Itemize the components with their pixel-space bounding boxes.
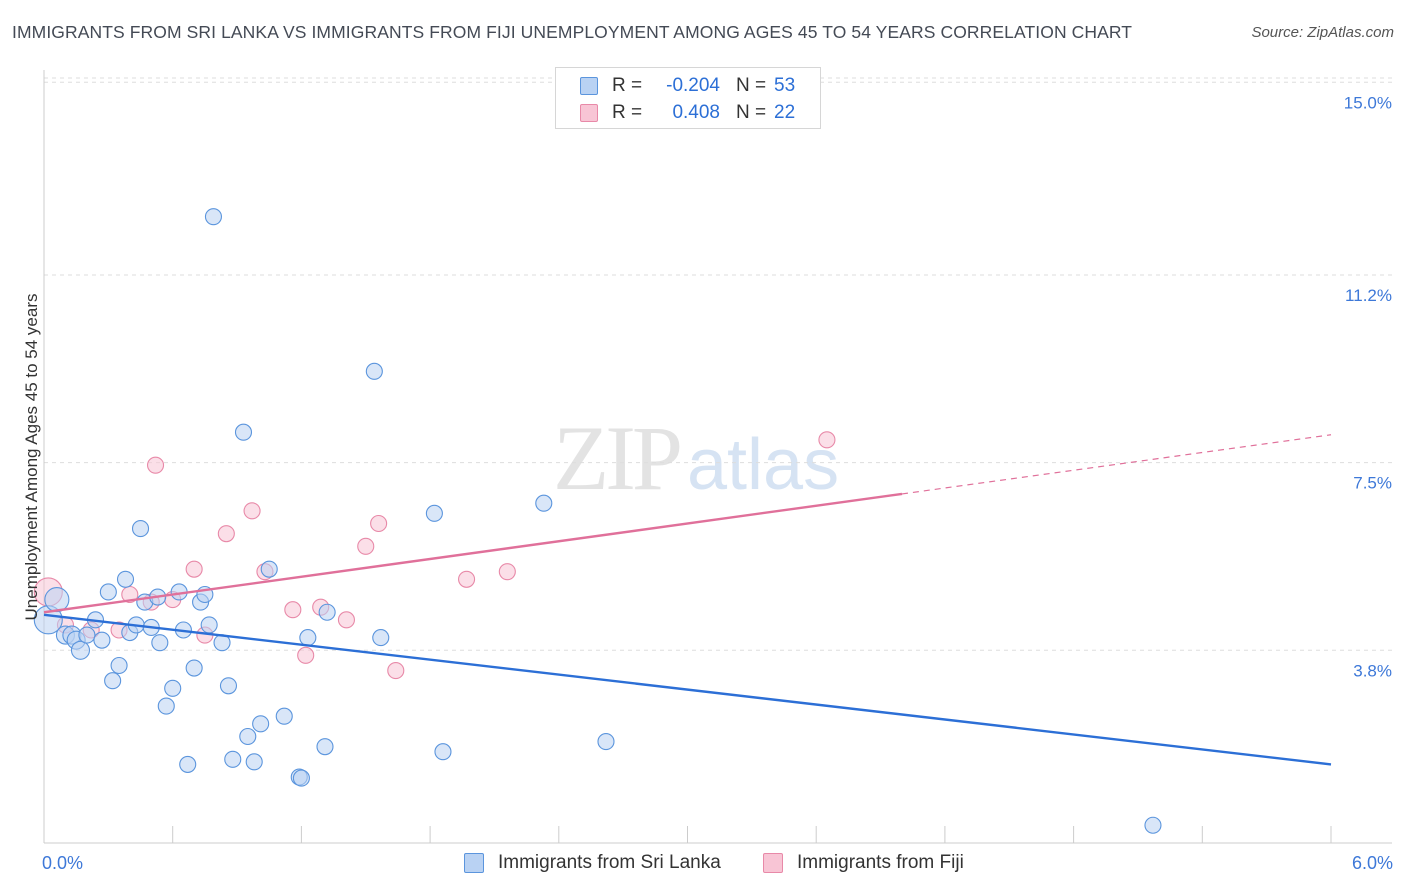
sri-lanka-point bbox=[104, 672, 122, 690]
sri-lanka-point bbox=[179, 755, 197, 773]
sri-lanka-point bbox=[200, 616, 218, 634]
sri-lanka-point bbox=[157, 697, 175, 715]
sri-lanka-point bbox=[425, 504, 443, 522]
fiji-point bbox=[185, 560, 203, 578]
correlation-legend: R = -0.204 N = 53 R = 0.408 N = 22 bbox=[555, 67, 821, 129]
fiji-point bbox=[337, 611, 355, 629]
sri-lanka-point bbox=[535, 494, 553, 512]
fiji-point bbox=[818, 431, 836, 449]
fiji-point bbox=[217, 525, 235, 543]
sri-lanka-legend-swatch bbox=[464, 853, 484, 873]
fiji-point bbox=[370, 514, 388, 533]
y-tick-label: 11.2% bbox=[1345, 286, 1392, 305]
y-tick-label: 7.5% bbox=[1353, 474, 1392, 493]
sri-lanka-swatch bbox=[580, 77, 598, 95]
sri-lanka-point bbox=[260, 560, 278, 578]
legend-r-label: R = bbox=[612, 75, 643, 96]
fiji-point bbox=[297, 646, 315, 664]
sri-lanka-point bbox=[204, 208, 223, 226]
legend-n-value: 22 bbox=[774, 102, 796, 123]
fiji-legend-swatch bbox=[763, 853, 783, 873]
legend-row-sri-lanka: R = -0.204 N = 53 bbox=[580, 74, 795, 98]
series-legend-sri-lanka[interactable]: Immigrants from Sri Lanka bbox=[464, 852, 721, 874]
sri-lanka-point bbox=[275, 707, 293, 725]
fiji-point bbox=[387, 662, 405, 680]
fiji-point bbox=[357, 537, 375, 555]
x-tick-label: 6.0% bbox=[1352, 853, 1393, 873]
sri-lanka-legend-label: Immigrants from Sri Lanka bbox=[498, 852, 721, 873]
x-tick-label: 0.0% bbox=[42, 853, 83, 873]
sri-lanka-point bbox=[93, 631, 111, 649]
fiji-legend-label: Immigrants from Fiji bbox=[797, 852, 964, 873]
fiji-trend-line bbox=[43, 492, 903, 614]
sri-lanka-point bbox=[185, 659, 203, 677]
fiji-swatch bbox=[580, 104, 598, 122]
legend-r-value: -0.204 bbox=[666, 75, 720, 96]
legend-row-fiji: R = 0.408 N = 22 bbox=[580, 101, 795, 125]
sri-lanka-point bbox=[597, 733, 615, 751]
sri-lanka-point bbox=[365, 362, 383, 380]
sri-lanka-point bbox=[239, 727, 257, 746]
fiji-trend-extension bbox=[901, 434, 1332, 495]
legend-r-value: 0.408 bbox=[672, 102, 720, 123]
sri-lanka-point bbox=[292, 769, 310, 787]
sri-lanka-point bbox=[131, 520, 150, 538]
sri-lanka-point bbox=[1144, 816, 1162, 834]
sri-lanka-point bbox=[252, 715, 270, 733]
sri-lanka-trend-line bbox=[43, 613, 1332, 766]
legend-r-label: R = bbox=[612, 102, 643, 123]
fiji-point bbox=[243, 502, 261, 520]
fiji-point bbox=[284, 601, 302, 619]
sri-lanka-point bbox=[116, 570, 135, 588]
sri-lanka-point bbox=[70, 640, 91, 660]
legend-n-label: N = bbox=[736, 102, 767, 123]
sri-lanka-point bbox=[224, 750, 242, 768]
legend-n-value: 53 bbox=[774, 75, 796, 96]
sri-lanka-point bbox=[78, 626, 96, 644]
fiji-point bbox=[498, 563, 516, 581]
sri-lanka-point bbox=[318, 603, 336, 621]
sri-lanka-point bbox=[316, 738, 334, 756]
sri-lanka-point bbox=[164, 679, 182, 697]
y-tick-label: 3.8% bbox=[1353, 661, 1392, 680]
fiji-point bbox=[458, 570, 476, 588]
series-legend-fiji[interactable]: Immigrants from Fiji bbox=[763, 852, 964, 874]
y-tick-label: 15.0% bbox=[1344, 93, 1392, 112]
sri-lanka-point bbox=[110, 656, 128, 675]
sri-lanka-point bbox=[234, 423, 253, 441]
source-credit: Source: ZipAtlas.com bbox=[1251, 24, 1394, 41]
y-axis-label: Unemployment Among Ages 45 to 54 years bbox=[22, 293, 41, 621]
sri-lanka-point bbox=[372, 629, 390, 647]
sri-lanka-point bbox=[245, 753, 263, 771]
sri-lanka-point bbox=[151, 634, 169, 652]
sri-lanka-point bbox=[434, 743, 452, 761]
sri-lanka-point bbox=[99, 583, 117, 601]
sri-lanka-point bbox=[44, 587, 70, 613]
legend-n-label: N = bbox=[736, 75, 767, 96]
chart-title: IMMIGRANTS FROM SRI LANKA VS IMMIGRANTS … bbox=[12, 22, 1133, 42]
sri-lanka-point bbox=[219, 677, 238, 695]
series-legend: Immigrants from Sri Lanka Immigrants fro… bbox=[0, 852, 1406, 878]
fiji-point bbox=[146, 456, 165, 474]
sri-lanka-point bbox=[299, 629, 317, 647]
